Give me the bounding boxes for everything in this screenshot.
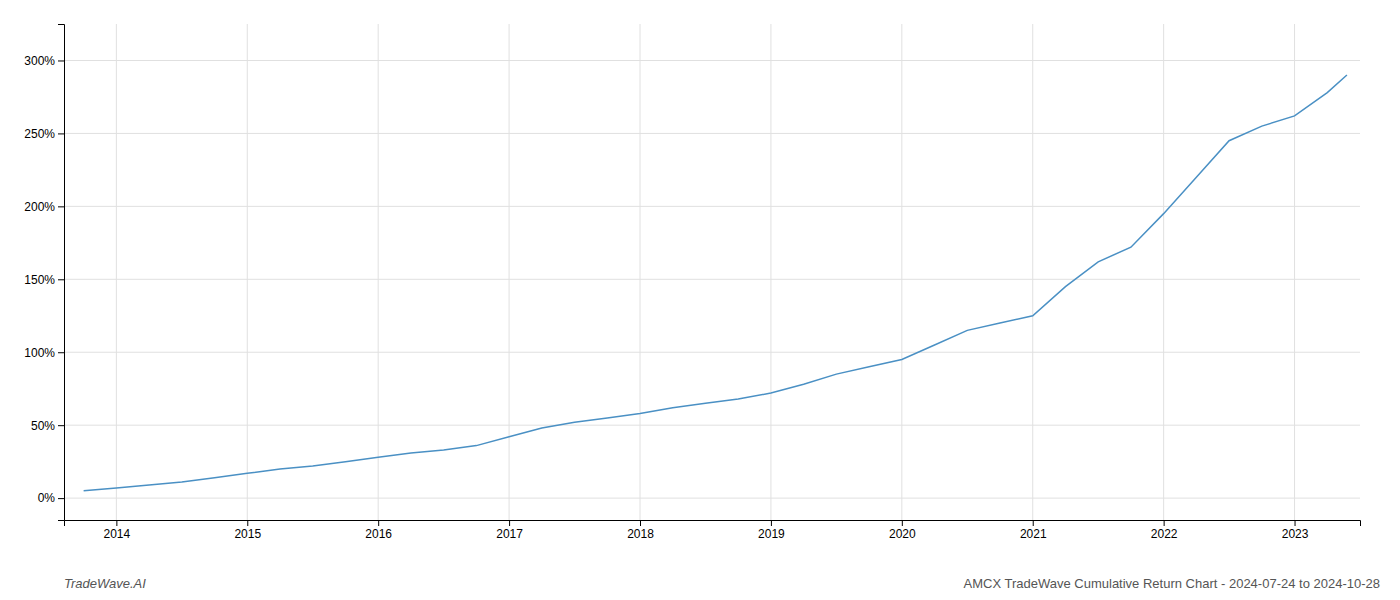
grid-line-y <box>64 498 1360 499</box>
grid-line-x <box>901 24 902 520</box>
y-tick-mark <box>58 425 64 426</box>
x-tick: 2020 <box>889 520 916 541</box>
y-tick-label: 50% <box>31 419 55 433</box>
x-tick-label: 2021 <box>1020 527 1047 541</box>
x-tick-label: 2014 <box>104 527 131 541</box>
grid <box>64 24 1360 520</box>
x-tick-mark <box>1033 520 1034 526</box>
grid-line-y <box>64 133 1360 134</box>
footer-annotation: AMCX TradeWave Cumulative Return Chart -… <box>964 576 1380 591</box>
y-tick-label: 0% <box>38 491 56 505</box>
y-tick-mark <box>58 498 64 499</box>
x-tick-mark <box>902 520 903 526</box>
y-tick-mark <box>58 60 64 61</box>
chart: 2014 2015 2016 2017 2018 2019 2020 2021 2022 2023… <box>0 0 1400 600</box>
x-tick: 2018 <box>627 520 654 541</box>
footer-annotation: TradeWave.AI <box>64 576 146 591</box>
x-tick-mark <box>509 520 510 526</box>
grid-line-x <box>1294 24 1295 520</box>
y-tick: 150% <box>24 273 64 287</box>
y-tick-mark <box>58 206 64 207</box>
grid-line-y <box>64 60 1360 61</box>
grid-line-x <box>247 24 248 520</box>
grid-line-x <box>116 24 117 520</box>
y-tick: 0% <box>38 491 64 505</box>
y-axis: 0% 50% 100% 150% 200% 250% 300% <box>24 25 64 521</box>
x-tick-label: 2015 <box>234 527 261 541</box>
x-axis-line <box>65 521 1361 527</box>
x-tick: 2016 <box>365 520 392 541</box>
line <box>84 75 1347 491</box>
y-tick: 200% <box>24 200 64 214</box>
plot: 2014 2015 2016 2017 2018 2019 2020 2021 2022 2023… <box>24 24 1360 541</box>
y-tick-label: 250% <box>24 127 55 141</box>
marks <box>84 75 1347 491</box>
x-tick: 2017 <box>496 520 523 541</box>
x-axis: 2014 2015 2016 2017 2018 2019 2020 2021 2022 2023 <box>65 520 1361 541</box>
x-tick-mark <box>640 520 641 526</box>
x-tick: 2014 <box>104 520 131 541</box>
grid-line-y <box>64 425 1360 426</box>
y-tick: 300% <box>24 54 64 68</box>
x-tick-label: 2016 <box>365 527 392 541</box>
x-tick-mark <box>1295 520 1296 526</box>
grid-line-y <box>64 279 1360 280</box>
x-tick-label: 2023 <box>1282 527 1309 541</box>
grid-line-x <box>640 24 641 520</box>
x-tick: 2021 <box>1020 520 1047 541</box>
y-tick-label: 200% <box>24 200 55 214</box>
y-tick-mark <box>58 352 64 353</box>
y-tick-mark <box>58 279 64 280</box>
grid-line-x <box>770 24 771 520</box>
x-tick-label: 2022 <box>1151 527 1178 541</box>
x-tick-mark <box>116 520 117 526</box>
x-tick: 2022 <box>1151 520 1178 541</box>
y-tick-label: 100% <box>24 346 55 360</box>
x-tick-mark <box>771 520 772 526</box>
y-tick: 250% <box>24 127 64 141</box>
y-axis-line <box>58 25 65 521</box>
x-tick: 2015 <box>234 520 261 541</box>
grid-line-x <box>509 24 510 520</box>
y-tick-label: 300% <box>24 54 55 68</box>
grid-line-y <box>64 352 1360 353</box>
y-tick: 100% <box>24 346 64 360</box>
grid-line-x <box>1163 24 1164 520</box>
x-tick-mark <box>1164 520 1165 526</box>
x-tick: 2023 <box>1282 520 1309 541</box>
grid-line-x <box>1032 24 1033 520</box>
x-tick-label: 2018 <box>627 527 654 541</box>
x-tick: 2019 <box>758 520 785 541</box>
x-tick-label: 2020 <box>889 527 916 541</box>
grid-line-x <box>378 24 379 520</box>
x-tick-mark <box>247 520 248 526</box>
y-tick-mark <box>58 133 64 134</box>
x-tick-mark <box>378 520 379 526</box>
y-tick-label: 150% <box>24 273 55 287</box>
grid-line-y <box>64 206 1360 207</box>
y-tick: 50% <box>31 419 64 433</box>
x-tick-label: 2017 <box>496 527 523 541</box>
x-tick-label: 2019 <box>758 527 785 541</box>
